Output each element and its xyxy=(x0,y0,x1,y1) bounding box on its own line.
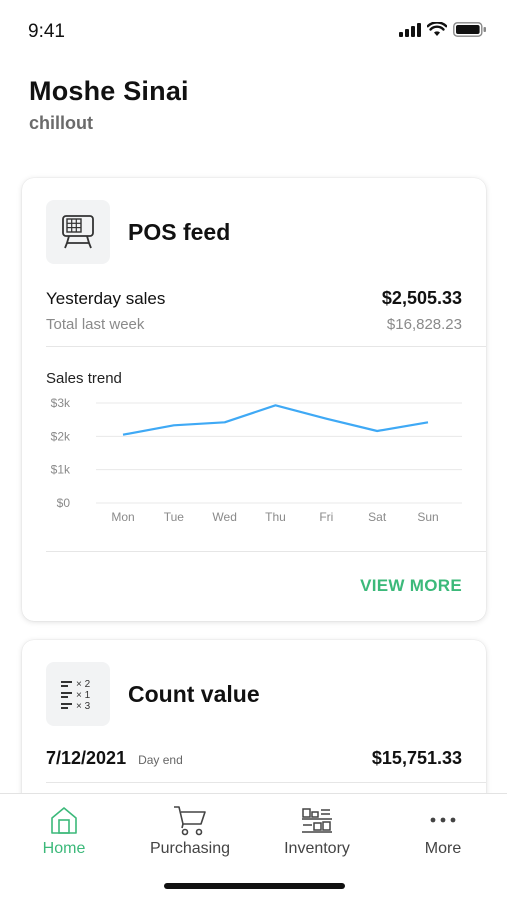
count-icon-row-1: × 2 xyxy=(76,679,91,690)
last-week-label: Total last week xyxy=(46,316,145,333)
pos-feed-title: POS feed xyxy=(128,218,231,245)
count-icon-box: × 2 × 1 × 3 xyxy=(46,662,110,726)
pos-feed-card[interactable]: POS feed Yesterday sales $2,505.33 Total… xyxy=(22,178,486,621)
tab-more-label: More xyxy=(424,840,462,857)
last-week-row: Total last week $16,828.23 xyxy=(46,316,462,333)
divider xyxy=(46,551,486,552)
status-bar: 9:41 xyxy=(0,0,507,62)
signal-icon xyxy=(399,22,421,37)
count-icon-row-3: × 3 xyxy=(76,701,91,712)
chart-x-tick-label: Wed xyxy=(212,510,236,524)
count-value-row: 7/12/2021 Day end $15,751.33 xyxy=(46,748,462,769)
chart-x-tick-label: Tue xyxy=(164,510,185,524)
home-indicator xyxy=(164,883,345,889)
tab-home[interactable]: Home xyxy=(1,794,127,866)
yesterday-sales-label: Yesterday sales xyxy=(46,289,166,308)
tab-inventory-label: Inventory xyxy=(284,840,350,857)
wifi-icon xyxy=(427,22,447,36)
chart-x-tick-label: Fri xyxy=(319,510,333,524)
venue-name: chillout xyxy=(29,113,93,133)
chart-y-tick-label: $1k xyxy=(51,463,71,477)
status-time: 9:41 xyxy=(28,21,65,42)
more-dots-icon xyxy=(430,817,456,823)
pos-terminal-icon xyxy=(62,215,94,249)
tab-home-label: Home xyxy=(42,840,86,857)
chart-x-tick-label: Sat xyxy=(368,510,387,524)
user-name: Moshe Sinai xyxy=(29,76,189,106)
tab-bar: Home Purchasing xyxy=(0,793,507,900)
tab-more[interactable]: More xyxy=(380,794,506,866)
view-more-button[interactable]: VIEW MORE xyxy=(360,576,462,595)
count-value-card-header: × 2 × 1 × 3 Count value xyxy=(46,662,260,726)
count-date: 7/12/2021 xyxy=(46,748,127,768)
sales-trend-chart: $0 $1k $2k $3k Mon Tue Wed Thu Fri Sat Sun xyxy=(51,396,462,524)
pos-feed-card-header: POS feed xyxy=(46,200,230,264)
battery-icon xyxy=(453,22,486,37)
tab-purchasing-label: Purchasing xyxy=(149,840,231,857)
chart-x-tick-label: Mon xyxy=(111,510,134,524)
sales-trend-title: Sales trend xyxy=(46,370,122,387)
home-icon xyxy=(51,807,77,834)
chart-x-tick-label: Thu xyxy=(265,510,286,524)
tab-purchasing[interactable]: Purchasing xyxy=(127,794,253,866)
chart-y-tick-label: $0 xyxy=(57,496,71,510)
chart-y-tick-label: $3k xyxy=(51,396,71,410)
chart-x-tick-label: Sun xyxy=(417,510,438,524)
count-icon-row-2: × 1 xyxy=(76,690,91,701)
count-value: $15,751.33 xyxy=(371,748,462,768)
header: Moshe Sinai chillout xyxy=(29,76,189,134)
yesterday-sales-value: $2,505.33 xyxy=(381,288,462,308)
tab-inventory[interactable]: Inventory xyxy=(254,794,380,866)
count-value-title: Count value xyxy=(128,680,260,707)
divider xyxy=(46,782,486,783)
sales-trend-line xyxy=(122,404,429,436)
inventory-icon xyxy=(302,808,332,833)
cart-icon xyxy=(174,806,206,836)
chart-y-tick-label: $2k xyxy=(51,429,71,443)
yesterday-sales-row: Yesterday sales $2,505.33 xyxy=(46,288,462,309)
count-list-icon: × 2 × 1 × 3 xyxy=(61,679,91,712)
last-week-value: $16,828.23 xyxy=(386,316,462,333)
divider xyxy=(46,346,486,347)
status-icons xyxy=(399,22,487,37)
count-day-end-tag: Day end xyxy=(138,753,183,767)
pos-icon-box xyxy=(46,200,110,264)
